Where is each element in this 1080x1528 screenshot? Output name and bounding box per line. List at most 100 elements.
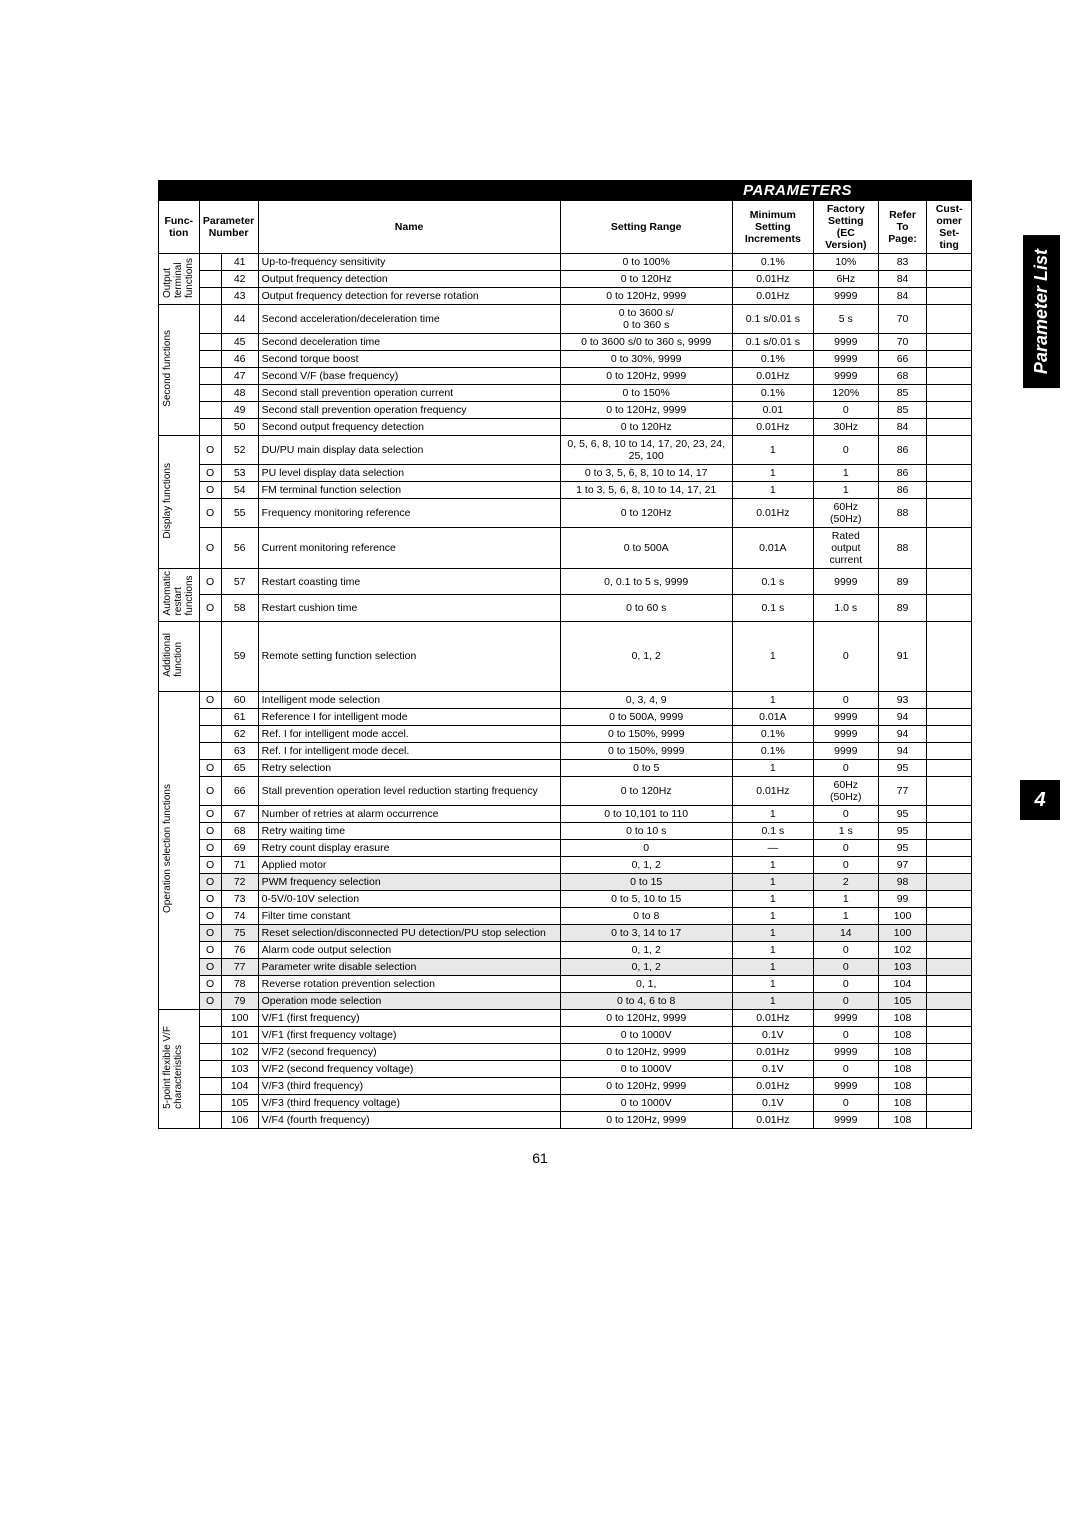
mark-cell: [199, 1111, 221, 1128]
factory-cell: 1: [813, 907, 878, 924]
param-number-cell: 46: [221, 351, 258, 368]
page-cell: 89: [878, 595, 927, 621]
range-cell: 0, 0.1 to 5 s, 9999: [560, 569, 732, 595]
table-row: O72PWM frequency selection0 to 151298: [159, 873, 972, 890]
page-cell: 85: [878, 402, 927, 419]
range-cell: 0, 5, 6, 8, 10 to 14, 17, 20, 23, 24, 25…: [560, 436, 732, 465]
mark-cell: O: [199, 528, 221, 569]
param-number-cell: 60: [221, 691, 258, 708]
page-cell: 70: [878, 305, 927, 334]
factory-cell: 0: [813, 1060, 878, 1077]
customer-cell: [927, 385, 972, 402]
mark-cell: [199, 1043, 221, 1060]
name-cell: Remote setting function selection: [258, 621, 560, 691]
param-number-cell: 45: [221, 334, 258, 351]
name-cell: Second V/F (base frequency): [258, 368, 560, 385]
table-row: O79Operation mode selection0 to 4, 6 to …: [159, 992, 972, 1009]
name-cell: V/F1 (first frequency): [258, 1009, 560, 1026]
mark-cell: [199, 271, 221, 288]
name-cell: PU level display data selection: [258, 465, 560, 482]
name-cell: Reverse rotation prevention selection: [258, 975, 560, 992]
range-cell: 0, 1, 2: [560, 958, 732, 975]
name-cell: DU/PU main display data selection: [258, 436, 560, 465]
param-number-cell: 71: [221, 856, 258, 873]
min-cell: —: [732, 839, 813, 856]
param-number-cell: 59: [221, 621, 258, 691]
min-cell: 0.01Hz: [732, 288, 813, 305]
page-cell: 68: [878, 368, 927, 385]
param-number-cell: 69: [221, 839, 258, 856]
mark-cell: [199, 1094, 221, 1111]
factory-cell: 9999: [813, 1043, 878, 1060]
name-cell: Restart coasting time: [258, 569, 560, 595]
range-cell: 0 to 1000V: [560, 1094, 732, 1111]
mark-cell: [199, 1009, 221, 1026]
name-cell: Second deceleration time: [258, 334, 560, 351]
customer-cell: [927, 805, 972, 822]
table-row: 50Second output frequency detection0 to …: [159, 419, 972, 436]
range-cell: 0 to 120Hz: [560, 499, 732, 528]
function-group-label: Operation selection functions: [159, 691, 200, 1009]
name-cell: Number of retries at alarm occurrence: [258, 805, 560, 822]
range-cell: 0 to 120Hz, 9999: [560, 1043, 732, 1060]
page-cell: 94: [878, 742, 927, 759]
min-cell: 1: [732, 924, 813, 941]
min-cell: 0.01Hz: [732, 776, 813, 805]
name-cell: Second acceleration/deceleration time: [258, 305, 560, 334]
range-cell: 0 to 120Hz, 9999: [560, 288, 732, 305]
factory-cell: 0: [813, 839, 878, 856]
param-number-cell: 100: [221, 1009, 258, 1026]
range-cell: 0 to 5, 10 to 15: [560, 890, 732, 907]
min-cell: 1: [732, 759, 813, 776]
customer-cell: [927, 334, 972, 351]
page-cell: 95: [878, 822, 927, 839]
min-cell: 1: [732, 691, 813, 708]
factory-cell: 0: [813, 805, 878, 822]
range-cell: 0, 3, 4, 9: [560, 691, 732, 708]
param-number-cell: 47: [221, 368, 258, 385]
page-cell: 84: [878, 419, 927, 436]
range-cell: 0 to 3600 s/0 to 360 s: [560, 305, 732, 334]
range-cell: 0, 1, 2: [560, 621, 732, 691]
mark-cell: [199, 1026, 221, 1043]
page-cell: 86: [878, 482, 927, 499]
customer-cell: [927, 759, 972, 776]
table-row: 47Second V/F (base frequency)0 to 120Hz,…: [159, 368, 972, 385]
factory-cell: 14: [813, 924, 878, 941]
param-number-cell: 44: [221, 305, 258, 334]
range-cell: 0 to 4, 6 to 8: [560, 992, 732, 1009]
table-row: 101V/F1 (first frequency voltage)0 to 10…: [159, 1026, 972, 1043]
factory-cell: 9999: [813, 1111, 878, 1128]
customer-cell: [927, 482, 972, 499]
function-group-label: Outputterminalfunctions: [159, 254, 200, 305]
mark-cell: O: [199, 499, 221, 528]
min-cell: 0.01Hz: [732, 499, 813, 528]
param-number-cell: 53: [221, 465, 258, 482]
page-cell: 108: [878, 1111, 927, 1128]
factory-cell: 1 s: [813, 822, 878, 839]
min-cell: 0.1 s/0.01 s: [732, 305, 813, 334]
param-number-cell: 42: [221, 271, 258, 288]
min-cell: 0.01Hz: [732, 1111, 813, 1128]
customer-cell: [927, 1111, 972, 1128]
page-number: 61: [0, 1150, 1080, 1166]
table-row: Outputterminalfunctions41Up-to-frequency…: [159, 254, 972, 271]
name-cell: Operation mode selection: [258, 992, 560, 1009]
factory-cell: 0: [813, 621, 878, 691]
name-cell: V/F2 (second frequency): [258, 1043, 560, 1060]
min-cell: 0.1 s: [732, 822, 813, 839]
header-title: PARAMETERS: [743, 182, 852, 199]
table-row: O66Stall prevention operation level redu…: [159, 776, 972, 805]
factory-cell: 9999: [813, 708, 878, 725]
name-cell: Ref. I for intelligent mode decel.: [258, 742, 560, 759]
param-number-cell: 67: [221, 805, 258, 822]
factory-cell: 9999: [813, 1009, 878, 1026]
customer-cell: [927, 305, 972, 334]
mark-cell: O: [199, 805, 221, 822]
range-cell: 0 to 500A, 9999: [560, 708, 732, 725]
name-cell: Retry waiting time: [258, 822, 560, 839]
page-cell: 108: [878, 1043, 927, 1060]
table-row: Operation selection functionsO60Intellig…: [159, 691, 972, 708]
range-cell: 0 to 60 s: [560, 595, 732, 621]
factory-cell: 2: [813, 873, 878, 890]
